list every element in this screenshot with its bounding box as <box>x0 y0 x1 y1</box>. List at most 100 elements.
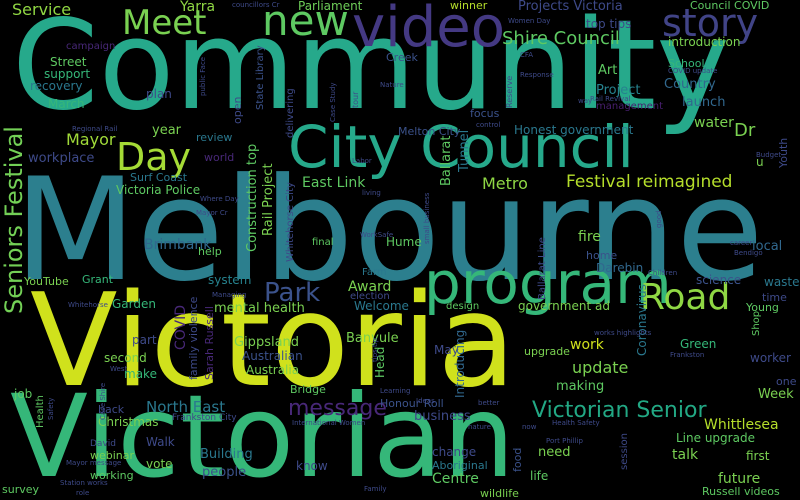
word-first: first <box>746 449 770 463</box>
word-family: Family <box>364 485 387 493</box>
word-street: Street <box>50 55 87 69</box>
word-banyule: Banyule <box>346 331 399 346</box>
word-good: good <box>655 210 663 228</box>
word-projects-victoria: Projects Victoria <box>518 0 623 14</box>
word-working: working <box>90 469 134 482</box>
word-parliament: Parliament <box>298 0 363 13</box>
word-west: West <box>110 365 128 373</box>
word-time: time <box>762 291 787 304</box>
word-whitehorse-city: Whitehorse City <box>285 182 296 262</box>
word-mayor: Mayor <box>66 130 116 149</box>
word-election: election <box>350 291 390 302</box>
word-honour-roll: Honour Roll <box>380 397 444 410</box>
word-story: story <box>662 1 759 45</box>
word-school: School <box>668 57 705 70</box>
word-response: Response <box>520 71 554 79</box>
word-shire-council: Shire Council <box>502 28 620 49</box>
word-change: change <box>432 445 477 459</box>
word-message: message <box>288 396 387 421</box>
word-survey: survey <box>2 483 40 496</box>
word-worker: worker <box>750 351 791 365</box>
word-line-upgrade: Line upgrade <box>676 431 755 445</box>
word-dr: Dr <box>734 120 756 141</box>
word-aboriginal: Aboriginal <box>432 459 488 472</box>
word-one: one <box>776 375 797 388</box>
word-future: future <box>718 471 761 487</box>
word-new: new <box>262 0 349 45</box>
word-service: Service <box>12 0 72 19</box>
word-walk: Walk <box>146 435 175 449</box>
word-art: Art <box>598 63 618 78</box>
word-tour: tour <box>351 91 360 108</box>
word-park: Park <box>264 278 321 308</box>
word-recovery: recovery <box>30 79 83 93</box>
word-ballarat: Metro <box>482 174 528 193</box>
word-construction-top: Construction top <box>245 143 260 252</box>
word-port-phillip: Port Phillip <box>546 437 583 445</box>
word-webinar: webinar <box>90 449 135 462</box>
word-role: role <box>76 489 90 497</box>
word-now: now <box>522 423 537 431</box>
word-management: management <box>596 101 663 112</box>
word-honest-government: Honest government <box>514 123 634 137</box>
word-session: session <box>619 432 630 470</box>
word-introduction: introduction <box>668 35 741 49</box>
word-coronavirus: Coronavirus <box>635 284 649 356</box>
word-covid-update: COVID update <box>668 67 718 75</box>
word-worksafe: WorkSafe <box>360 231 394 239</box>
word-international-women: International Women <box>292 419 366 427</box>
word-mental-health: mental health <box>214 301 305 316</box>
word-centre: Centre <box>432 471 479 487</box>
word-road: Road <box>640 277 731 318</box>
word-tunnel: Tunnel <box>457 129 472 172</box>
word-top-tips: top tips <box>586 17 632 31</box>
word-victoria-police: Victoria Police <box>116 183 201 197</box>
word-mayor-cr: Mayor Cr <box>196 209 228 217</box>
word-australian: Australian <box>242 349 303 363</box>
word-better: better <box>478 399 500 407</box>
word-health-safety: Health Safety <box>552 419 600 427</box>
word-nature: nature <box>468 423 491 431</box>
word-cfa: CFA <box>520 51 534 59</box>
word-works-highlights: works highlights <box>594 329 652 337</box>
word-making: making <box>556 379 605 394</box>
word-darebin: Darebin <box>596 261 644 275</box>
word-whittlesea: Whittlesea <box>704 417 779 433</box>
word-back: back <box>98 403 125 416</box>
word-whitehorse: Whitehorse <box>68 301 108 309</box>
word-frankston: Frankston <box>670 351 705 359</box>
word-brimbank: Brimbank <box>144 237 212 253</box>
word-rail-project: Rail Project <box>261 163 276 236</box>
word-labor: Labor <box>352 157 372 165</box>
word-vote: vote <box>146 457 173 471</box>
word-wildlife: wildlife <box>480 487 519 500</box>
word-career: career <box>730 239 753 247</box>
word-business: business <box>414 409 471 424</box>
word-winner: winner <box>450 0 488 12</box>
word-week: Week <box>758 387 794 402</box>
word-victorian: Victorian <box>10 370 515 500</box>
word-public-face: public Face <box>199 56 207 96</box>
word-council-covid: Council COVID <box>690 0 770 12</box>
word-meet: Meet <box>122 3 207 43</box>
word-community: Community <box>12 0 730 138</box>
word-welcome: Welcome <box>354 299 409 313</box>
word-update: update <box>572 358 629 377</box>
word-support: support <box>44 67 91 81</box>
word-campaign: campaign <box>66 41 116 52</box>
word-home: home <box>586 249 618 262</box>
word-metro: Ballarat <box>439 135 454 186</box>
word-world: world <box>204 151 235 164</box>
word-living: living <box>362 189 381 197</box>
word-garden: Garden <box>112 297 156 311</box>
word-building: Building <box>200 447 253 462</box>
word-youtube: YouTube <box>24 275 69 288</box>
word-young: Young <box>746 301 779 314</box>
word-project: Project <box>596 83 641 98</box>
word-know: know <box>296 459 328 473</box>
word-creek: Creek <box>386 51 418 64</box>
word-city-council: City Council <box>288 113 634 181</box>
word-east-link: East Link <box>302 175 366 191</box>
word-talk: talk <box>672 447 699 463</box>
word-may: May <box>434 343 459 357</box>
